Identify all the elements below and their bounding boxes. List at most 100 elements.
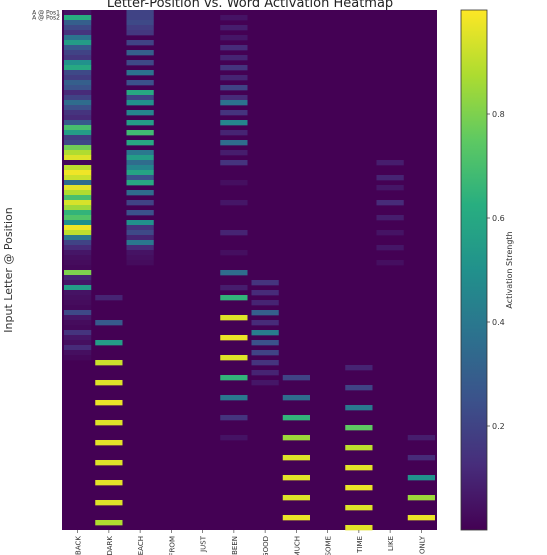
- heatmap-cell: [64, 80, 92, 86]
- heatmap-cell: [126, 200, 154, 206]
- heatmap-cell: [251, 380, 279, 386]
- heatmap-cell: [64, 65, 92, 71]
- heatmap-cell: [220, 65, 248, 71]
- heatmap-cell: [64, 280, 92, 286]
- heatmap-cell: [95, 440, 123, 446]
- heatmap-cell: [126, 140, 154, 146]
- heatmap-cell: [95, 360, 123, 366]
- heatmap-cell: [64, 35, 92, 41]
- heatmap-plot-area: [62, 10, 437, 531]
- heatmap-cell: [220, 150, 248, 156]
- heatmap-cell: [126, 50, 154, 56]
- heatmap-cell: [126, 175, 154, 181]
- heatmap-cell: [126, 40, 154, 46]
- column-label-dark: DARK: [106, 536, 114, 555]
- heatmap-cell: [345, 525, 373, 531]
- heatmap-cell: [64, 40, 92, 46]
- heatmap-cell: [64, 175, 92, 181]
- heatmap-cell: [251, 300, 279, 306]
- heatmap-cell: [126, 165, 154, 171]
- column-label-some: SOME: [325, 536, 333, 555]
- heatmap-cell: [64, 100, 92, 106]
- heatmap-cell: [126, 95, 154, 101]
- heatmap-cell: [64, 15, 92, 21]
- heatmap-cell: [220, 120, 248, 126]
- heatmap-cell: [64, 135, 92, 141]
- heatmap-cell: [282, 375, 310, 381]
- colorbar: 0.2 0.4 0.6 0.8 Activation Strength: [460, 9, 514, 531]
- heatmap-cell: [95, 500, 123, 506]
- heatmap-cell: [64, 10, 92, 16]
- heatmap-cell: [64, 160, 92, 166]
- heatmap-cell: [282, 415, 310, 421]
- heatmap-cell: [95, 480, 123, 486]
- colorbar-tick-label: 0.2: [492, 422, 505, 431]
- heatmap-cell: [95, 320, 123, 326]
- heatmap-cell: [64, 110, 92, 116]
- heatmap-cell: [251, 320, 279, 326]
- heatmap-cell: [345, 445, 373, 451]
- heatmap-cell: [126, 235, 154, 241]
- heatmap-cell: [220, 315, 248, 321]
- heatmap-cell: [64, 25, 92, 31]
- heatmap-cell: [376, 245, 404, 251]
- heatmap-cell: [220, 140, 248, 146]
- heatmap-cell: [376, 185, 404, 191]
- heatmap-cell: [407, 475, 435, 481]
- row-label: A @ Pos2: [32, 15, 60, 22]
- column-label-time: TIME: [356, 536, 364, 554]
- heatmap-cell: [64, 90, 92, 96]
- heatmap-cell: [251, 370, 279, 376]
- heatmap-cell: [220, 395, 248, 401]
- heatmap-cell: [64, 340, 92, 346]
- column-label-much: MUCH: [293, 536, 301, 555]
- heatmap-cell: [407, 495, 435, 501]
- heatmap-cell: [126, 255, 154, 261]
- heatmap-cell: [64, 95, 92, 101]
- heatmap-cell: [126, 160, 154, 166]
- heatmap-cell: [64, 125, 92, 131]
- heatmap-cell: [376, 215, 404, 221]
- heatmap-cell: [64, 185, 92, 191]
- heatmap-cell: [64, 235, 92, 241]
- heatmap-cell: [64, 345, 92, 351]
- heatmap-cell: [64, 45, 92, 51]
- heatmap-cell: [64, 330, 92, 336]
- heatmap-cell: [64, 195, 92, 201]
- heatmap-cell: [126, 100, 154, 106]
- heatmap-cell: [126, 210, 154, 216]
- row-label: A @ Pos1: [32, 10, 60, 17]
- heatmap-cell: [126, 260, 154, 266]
- heatmap-cell: [220, 250, 248, 256]
- colorbar-tick-label: 0.8: [492, 110, 505, 119]
- heatmap-cell: [220, 435, 248, 441]
- heatmap-cell: [64, 165, 92, 171]
- heatmap-cell: [64, 205, 92, 211]
- heatmap-cell: [345, 465, 373, 471]
- heatmap-cell: [126, 90, 154, 96]
- heatmap-cell: [345, 485, 373, 491]
- heatmap-cell: [64, 350, 92, 356]
- heatmap-cell: [126, 170, 154, 176]
- colorbar-label: Activation Strength: [505, 231, 514, 308]
- heatmap-cell: [282, 515, 310, 521]
- heatmap-cell: [407, 455, 435, 461]
- heatmap-cell: [64, 70, 92, 76]
- heatmap-cell: [345, 405, 373, 411]
- heatmap-cell: [64, 200, 92, 206]
- heatmap-cell: [251, 360, 279, 366]
- column-label-good: GOOD: [262, 536, 270, 555]
- heatmap-cell: [251, 350, 279, 356]
- heatmap-cell: [64, 305, 92, 311]
- heatmap-cell: [126, 80, 154, 86]
- heatmap-cell: [376, 200, 404, 206]
- heatmap-cell: [64, 225, 92, 231]
- heatmap-cell: [220, 85, 248, 91]
- heatmap-cell: [126, 70, 154, 76]
- heatmap-cell: [282, 495, 310, 501]
- heatmap-cell: [64, 120, 92, 126]
- heatmap-cell: [126, 155, 154, 161]
- heatmap-cell: [64, 155, 92, 161]
- column-label-been: BEEN: [231, 536, 239, 555]
